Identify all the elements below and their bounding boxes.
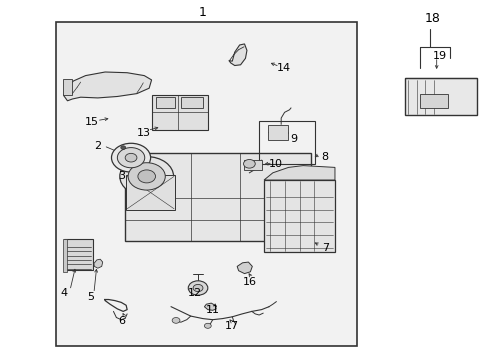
- Polygon shape: [204, 303, 216, 310]
- Text: 13: 13: [137, 128, 151, 138]
- Bar: [62, 79, 72, 95]
- Text: 17: 17: [225, 321, 239, 331]
- Text: 15: 15: [85, 117, 99, 127]
- Polygon shape: [237, 262, 252, 274]
- Bar: [264, 180, 334, 252]
- Bar: [62, 239, 66, 272]
- Text: 18: 18: [424, 12, 440, 24]
- Circle shape: [125, 153, 137, 162]
- Text: 5: 5: [87, 292, 94, 302]
- Circle shape: [117, 148, 144, 168]
- Circle shape: [193, 284, 203, 292]
- Text: 14: 14: [276, 63, 290, 73]
- Polygon shape: [63, 72, 151, 101]
- Bar: [404, 78, 476, 115]
- Circle shape: [111, 143, 150, 172]
- Bar: [267, 125, 287, 140]
- Bar: [151, 95, 207, 130]
- Text: 2: 2: [94, 141, 101, 151]
- Circle shape: [243, 159, 255, 168]
- Text: 10: 10: [269, 159, 283, 169]
- Bar: [155, 97, 175, 108]
- Polygon shape: [228, 44, 246, 66]
- Text: 11: 11: [205, 305, 219, 315]
- Bar: [419, 94, 447, 108]
- Circle shape: [172, 318, 180, 323]
- Circle shape: [204, 323, 211, 328]
- Text: 16: 16: [242, 276, 256, 287]
- Text: 19: 19: [432, 51, 446, 61]
- Circle shape: [121, 146, 125, 149]
- Bar: [181, 97, 203, 108]
- Bar: [124, 153, 310, 241]
- Circle shape: [138, 170, 155, 183]
- Text: 12: 12: [187, 288, 201, 298]
- Polygon shape: [94, 259, 102, 268]
- Text: 7: 7: [321, 243, 328, 253]
- Circle shape: [188, 281, 207, 295]
- Bar: [126, 175, 175, 210]
- Text: 6: 6: [118, 316, 124, 326]
- Bar: [56, 22, 356, 346]
- Text: 1: 1: [199, 6, 206, 19]
- Text: 9: 9: [289, 134, 296, 144]
- Polygon shape: [264, 166, 334, 180]
- Bar: [63, 239, 93, 270]
- Bar: [259, 121, 315, 164]
- Text: 3: 3: [118, 171, 124, 181]
- Circle shape: [128, 163, 165, 190]
- Text: 8: 8: [321, 152, 328, 162]
- Circle shape: [120, 157, 173, 196]
- Text: 4: 4: [60, 288, 67, 298]
- Bar: [244, 160, 261, 170]
